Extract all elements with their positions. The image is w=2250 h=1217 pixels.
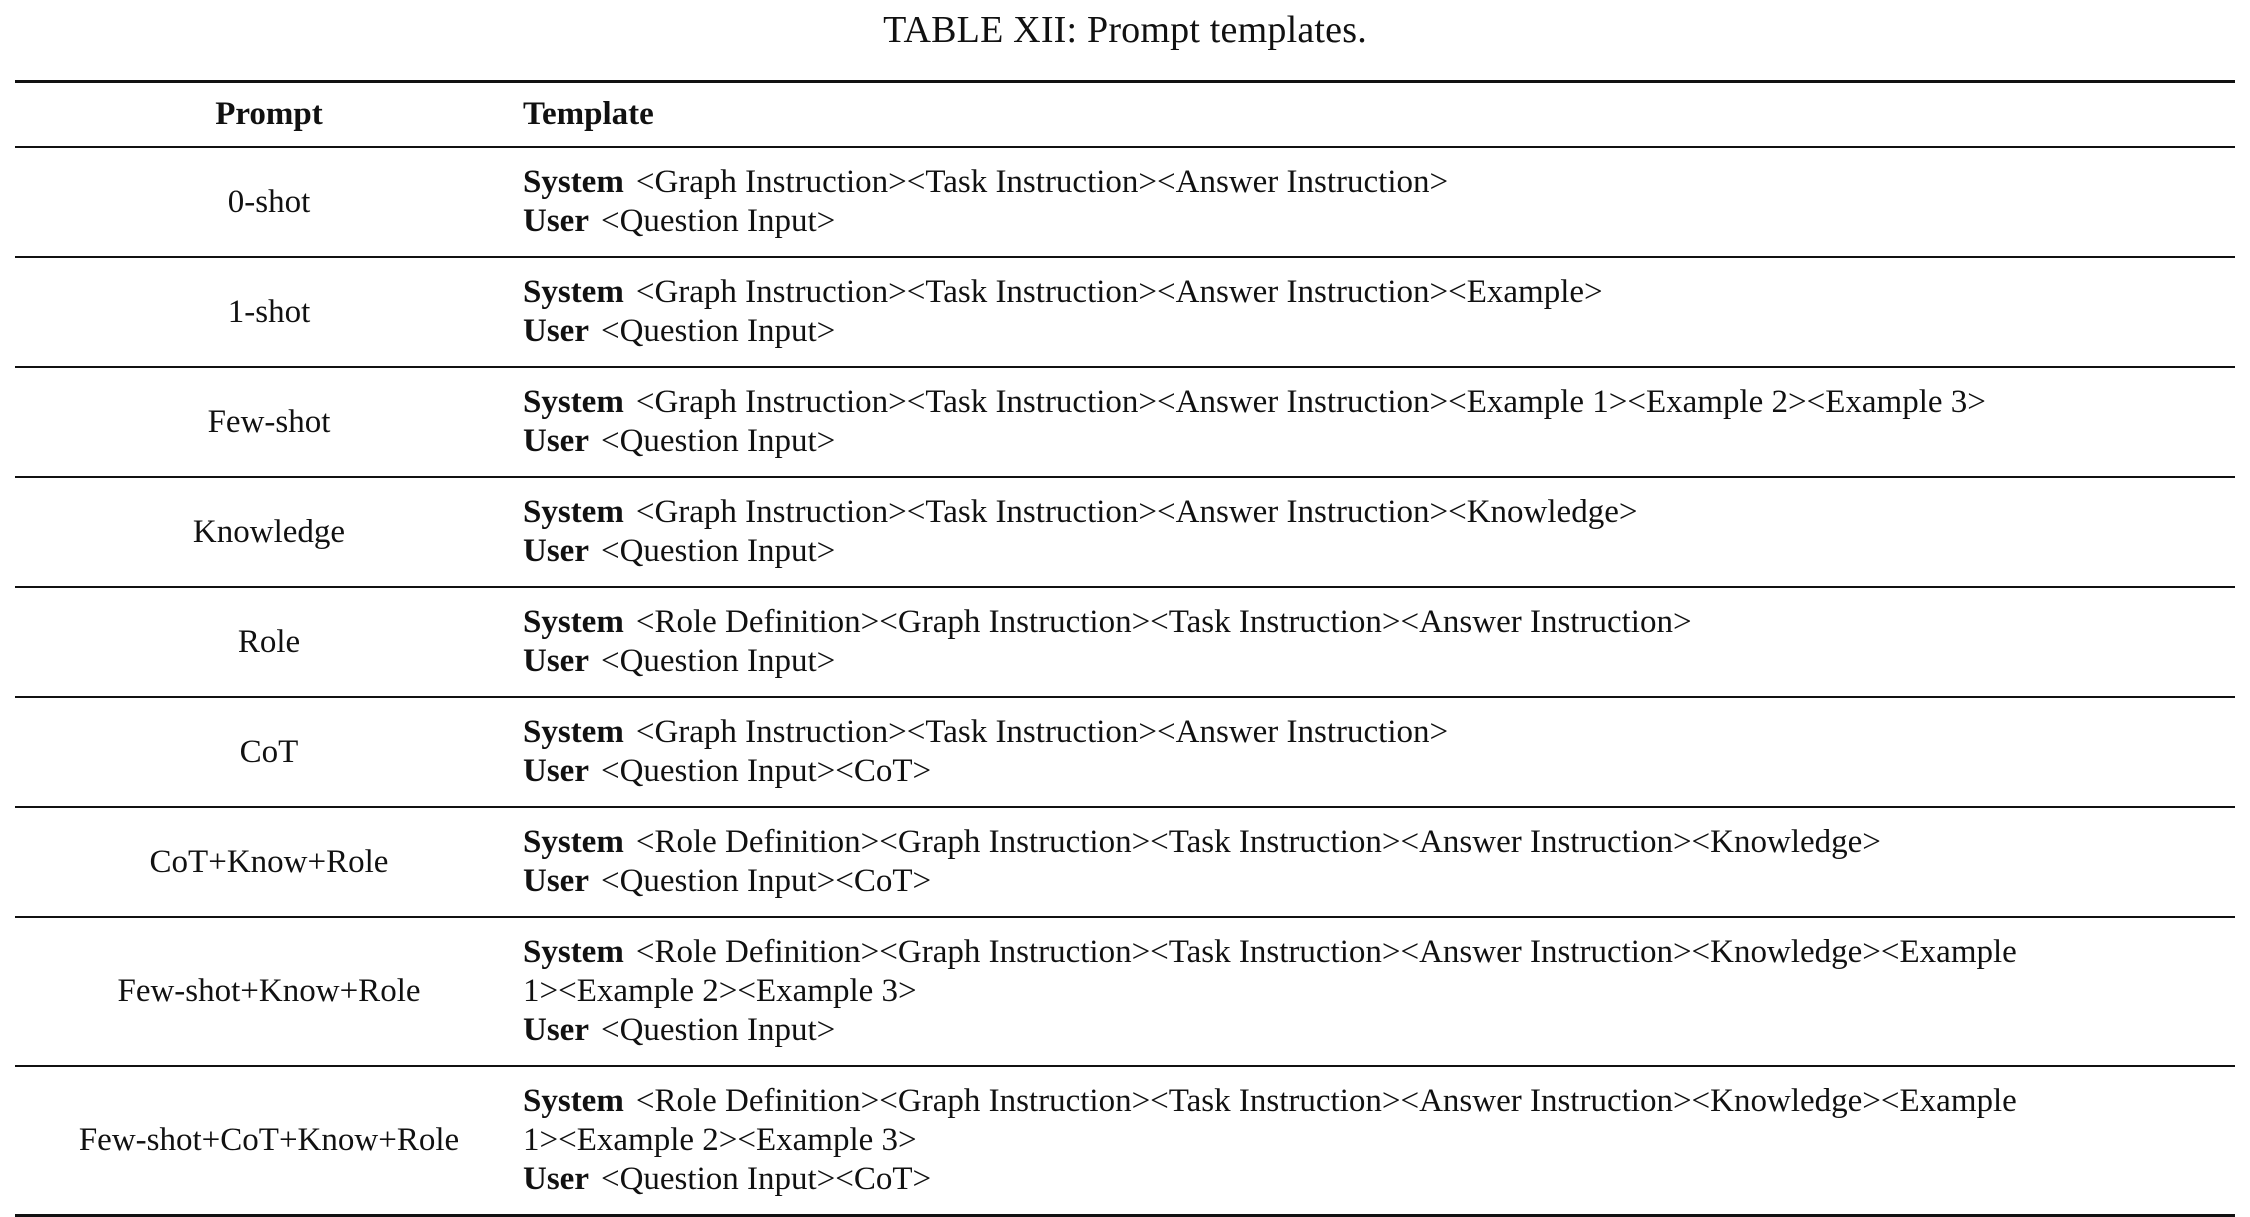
user-label: User	[523, 313, 589, 349]
prompt-templates-table-wrapper: Prompt Template 0-shot System <Graph Inst…	[15, 80, 2235, 1217]
system-label: System	[523, 384, 624, 420]
user-template: <Question Input><CoT>	[600, 753, 932, 789]
template-cell: System <Role Definition><Graph Instructio…	[523, 587, 2235, 697]
prompt-cell: Few-shot+CoT+Know+Role	[78, 1122, 460, 1158]
user-template: <Question Input>	[600, 423, 836, 459]
table-row: 0-shot System <Graph Instruction><Task In…	[15, 147, 2235, 257]
user-label: User	[523, 863, 589, 899]
system-template: <Graph Instruction><Task Instruction><An…	[635, 274, 1603, 310]
user-line: User <Question Input>	[523, 202, 2235, 241]
system-label: System	[523, 934, 624, 970]
system-line-continued: 1><Example 2><Example 3>	[523, 1122, 917, 1158]
table-header-row: Prompt Template	[15, 81, 2235, 147]
prompt-templates-table: Prompt Template 0-shot System <Graph Inst…	[15, 80, 2235, 1217]
system-line: System <Graph Instruction><Task Instructi…	[523, 493, 2235, 532]
user-template: <Question Input><CoT>	[600, 863, 932, 899]
template-cell: System <Graph Instruction><Task Instructi…	[523, 477, 2235, 587]
user-label: User	[523, 423, 589, 459]
user-line: User <Question Input><CoT>	[523, 752, 2235, 791]
user-label: User	[523, 753, 589, 789]
template-cell: System <Role Definition><Graph Instructio…	[523, 917, 2235, 1066]
system-line: System <Graph Instruction><Task Instructi…	[523, 273, 2235, 312]
table-row: 1-shot System <Graph Instruction><Task In…	[15, 257, 2235, 367]
template-cell: System <Graph Instruction><Task Instructi…	[523, 367, 2235, 477]
table-caption: TABLE XII: Prompt templates.	[883, 9, 1367, 51]
prompt-cell: Knowledge	[192, 513, 346, 550]
user-template: <Question Input>	[600, 533, 836, 569]
template-cell: System <Role Definition><Graph Instructio…	[523, 807, 2235, 917]
prompt-cell: 0-shot	[227, 183, 311, 220]
template-cell: System <Graph Instruction><Task Instructi…	[523, 147, 2235, 257]
system-line: System <Role Definition><Graph Instructio…	[523, 823, 2235, 862]
system-template: <Role Definition><Graph Instruction><Tas…	[635, 934, 2017, 970]
table-row: Role System <Role Definition><Graph Instr…	[15, 587, 2235, 697]
system-template: <Graph Instruction><Task Instruction><An…	[635, 494, 1638, 530]
template-cell: System <Role Definition><Graph Instructio…	[523, 1066, 2235, 1216]
user-line: User <Question Input>	[523, 532, 2235, 571]
system-line: System <Role Definition><Graph Instructio…	[523, 1082, 2235, 1121]
prompt-cell: Few-shot	[207, 403, 331, 440]
system-template: <Graph Instruction><Task Instruction><An…	[635, 384, 1986, 420]
user-line: User <Question Input><CoT>	[523, 862, 2235, 901]
system-line: System <Role Definition><Graph Instructio…	[523, 933, 2235, 972]
system-label: System	[523, 494, 624, 530]
template-cell: System <Graph Instruction><Task Instructi…	[523, 697, 2235, 807]
system-line: System <Graph Instruction><Task Instructi…	[523, 383, 2235, 422]
template-cell: System <Graph Instruction><Task Instructi…	[523, 257, 2235, 367]
user-line: User <Question Input>	[523, 1011, 2235, 1050]
system-template: <Role Definition><Graph Instruction><Tas…	[635, 1083, 2017, 1119]
system-line: System <Graph Instruction><Task Instructi…	[523, 713, 2235, 752]
system-label: System	[523, 604, 624, 640]
user-template: <Question Input>	[600, 203, 836, 239]
prompt-cell: Role	[237, 623, 301, 660]
user-template: <Question Input>	[600, 313, 836, 349]
user-line: User <Question Input>	[523, 312, 2235, 351]
system-label: System	[523, 164, 624, 200]
table-row: CoT+Know+Role System <Role Definition><Gr…	[15, 807, 2235, 917]
system-template: <Graph Instruction><Task Instruction><An…	[635, 164, 1449, 200]
user-line: User <Question Input>	[523, 642, 2235, 681]
user-label: User	[523, 533, 589, 569]
prompt-cell: 1-shot	[227, 293, 311, 330]
user-label: User	[523, 643, 589, 679]
user-line: User <Question Input><CoT>	[523, 1160, 2235, 1199]
table-row: Knowledge System <Graph Instruction><Task…	[15, 477, 2235, 587]
user-template: <Question Input><CoT>	[600, 1161, 932, 1197]
header-template: Template	[523, 96, 654, 132]
user-label: User	[523, 1012, 589, 1048]
header-prompt: Prompt	[215, 96, 323, 132]
system-line-continued: 1><Example 2><Example 3>	[523, 973, 917, 1009]
system-label: System	[523, 714, 624, 750]
system-label: System	[523, 274, 624, 310]
system-line: System <Role Definition><Graph Instructio…	[523, 603, 2235, 642]
user-template: <Question Input>	[600, 1012, 836, 1048]
user-line: User <Question Input>	[523, 422, 2235, 461]
system-label: System	[523, 824, 624, 860]
table-row: Few-shot+CoT+Know+Role System <Role Defin…	[15, 1066, 2235, 1216]
user-template: <Question Input>	[600, 643, 836, 679]
system-template: <Graph Instruction><Task Instruction><An…	[635, 714, 1449, 750]
user-label: User	[523, 1161, 589, 1197]
table-row: Few-shot+Know+Role System <Role Definitio…	[15, 917, 2235, 1066]
system-template: <Role Definition><Graph Instruction><Tas…	[635, 604, 1692, 640]
table-row: CoT System <Graph Instruction><Task Instr…	[15, 697, 2235, 807]
user-label: User	[523, 203, 589, 239]
system-template: <Role Definition><Graph Instruction><Tas…	[635, 824, 1881, 860]
prompt-cell: CoT+Know+Role	[149, 843, 389, 880]
prompt-cell: CoT	[239, 733, 299, 770]
system-label: System	[523, 1083, 624, 1119]
system-line: System <Graph Instruction><Task Instructi…	[523, 163, 2235, 202]
prompt-cell: Few-shot+Know+Role	[117, 973, 421, 1009]
table-row: Few-shot System <Graph Instruction><Task …	[15, 367, 2235, 477]
